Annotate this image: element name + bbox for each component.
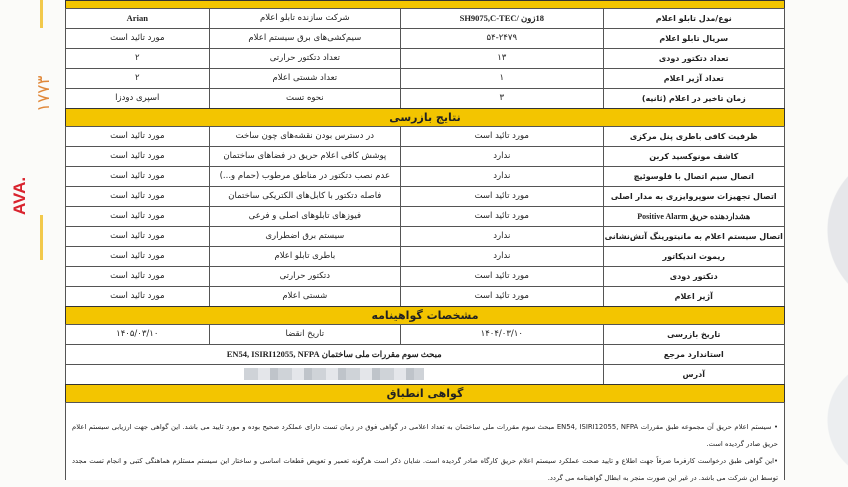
row-value: مورد تائید است <box>400 207 602 226</box>
row-label-2: پوشش کافی اعلام حریق در فضاهای ساختمان <box>208 147 400 166</box>
row-value: ۱۳ <box>400 49 602 68</box>
inspection-date-label: تاریخ بازرسی <box>602 325 785 344</box>
row-value: مورد تائید است <box>400 187 602 206</box>
address-value <box>66 365 603 384</box>
row-label-2: نحوه تست <box>208 89 400 108</box>
compliance-text: • سیستم اعلام حریق آن مجموعه طبق مقررات … <box>65 402 785 482</box>
section-header-certificate: مشخصات گواهینامه <box>65 306 785 324</box>
row-value-2: مورد تائید است <box>110 231 165 241</box>
row-value-2: مورد تائید است <box>110 211 165 221</box>
row-label: زمان تاخیر در اعلام (ثانیه) <box>602 89 785 108</box>
row-label: ریموت اندیکاتور <box>602 247 785 266</box>
row-label-2: شستی اعلام <box>208 287 400 306</box>
row-value-2: ۲ <box>135 53 140 63</box>
inspection-table: ظرفیت کافی باطری پنل مرکزی مورد تائید است… <box>65 126 785 306</box>
row-label-2: فاصله دتکتور با کابل‌های الکتریکی ساختما… <box>208 187 400 206</box>
table-row: اتصال سیستم اعلام به مانیتورینگ آتش‌نشان… <box>65 226 785 246</box>
standard-value: مبحث سوم مقررات ملی ساختمان EN54, ISIRI1… <box>226 349 442 359</box>
table-row: اتصال سیم اتصال با فلوسوئیچ ندارد عدم نصب … <box>65 166 785 186</box>
row-label-2: باطری تابلو اعلام <box>208 247 400 266</box>
row-label: اتصال تجهیزات سوپروایزری به مدار اصلی <box>602 187 785 206</box>
table-row: تاریخ بازرسی ۱۴۰۴/۰۳/۱۰ تاریخ انقضا ۱۴۰۵… <box>65 324 785 344</box>
row-label-2: فیوزهای تابلوهای اصلی و فرعی <box>208 207 400 226</box>
row-value: مورد تائید است <box>400 127 602 146</box>
registration-prefix: AVA. <box>10 176 29 215</box>
system-info-table: نوع/مدل تابلو اعلام 18زون /SH9075,C-TEC شر… <box>65 8 785 108</box>
row-value-2: مورد تائید است <box>110 131 165 141</box>
row-label-2: شرکت سازنده تابلو اعلام <box>208 9 400 28</box>
table-row: کاشف مونوکسید کربن ندارد پوشش کافی اعلام ح… <box>65 146 785 166</box>
expiry-date: ۱۴۰۵/۰۳/۱۰ <box>116 329 159 339</box>
table-row: ظرفیت کافی باطری پنل مرکزی مورد تائید است… <box>65 126 785 146</box>
row-value: مورد تائید است <box>400 267 602 286</box>
row-label-2: سیستم برق اضطراری <box>208 227 400 246</box>
row-label: هشداردهنده حریق Positive Alarm <box>602 207 785 226</box>
row-label: تعداد آژیر اعلام <box>602 69 785 88</box>
margin-divider <box>40 215 43 260</box>
row-value: ۳ <box>400 89 602 108</box>
row-label: تعداد دتکتور دودی <box>602 49 785 68</box>
row-value: ندارد <box>400 227 602 246</box>
table-row: آدرس <box>65 364 785 384</box>
row-value: ندارد <box>400 147 602 166</box>
table-row: نوع/مدل تابلو اعلام 18زون /SH9075,C-TEC شر… <box>65 8 785 28</box>
row-value-2: مورد تائید است <box>110 271 165 281</box>
row-value: 18زون /SH9075,C-TEC <box>400 9 602 28</box>
section-header-inspection: نتایج بازرسی <box>65 108 785 126</box>
row-label: اتصال سیم اتصال با فلوسوئیچ <box>602 167 785 186</box>
table-row: دتکتور دودی مورد تائید است دتکتور حرارتی مو… <box>65 266 785 286</box>
redacted-address <box>244 367 425 380</box>
row-label: سریال تابلو اعلام <box>602 29 785 48</box>
row-label-2: دتکتور حرارتی <box>208 267 400 286</box>
row-label-2: تعداد شستی اعلام <box>208 69 400 88</box>
row-value-2: اسپری دودزا <box>115 93 160 103</box>
table-row: سریال تابلو اعلام ۵۴-۲۴۷۹ سیم‌کشی‌های برق … <box>65 28 785 48</box>
row-value: ندارد <box>400 247 602 266</box>
row-value-2: ۲ <box>135 73 140 83</box>
compliance-paragraph: •این گواهی طبق درخواست کارفرما صرفاً جهت… <box>72 457 778 482</box>
row-label-2: در دسترس بودن نقشه‌های چون ساخت <box>208 127 400 146</box>
row-label-2: عدم نصب دتکتور در مناطق مرطوب (حمام و...… <box>208 167 400 186</box>
margin-divider <box>40 0 43 28</box>
compliance-paragraph: • سیستم اعلام حریق آن مجموعه طبق مقررات … <box>72 423 779 448</box>
inspection-date: ۱۴۰۴/۰۳/۱۰ <box>400 325 602 344</box>
row-label: نوع/مدل تابلو اعلام <box>602 9 785 28</box>
row-value-2: مورد تائید است <box>110 171 165 181</box>
row-label: دتکتور دودی <box>602 267 785 286</box>
table-row: زمان تاخیر در اعلام (ثانیه) ۳ نحوه تست اسپر… <box>65 88 785 108</box>
row-label-2: تعداد دتکتور حرارتی <box>208 49 400 68</box>
row-label: کاشف مونوکسید کربن <box>602 147 785 166</box>
row-label: ظرفیت کافی باطری پنل مرکزی <box>602 127 785 146</box>
table-row: استاندارد مرجع مبحث سوم مقررات ملی ساختم… <box>65 344 785 364</box>
row-value: ۱ <box>400 69 602 88</box>
row-value-2: Arian <box>126 13 148 23</box>
row-value-2: مورد تائید است <box>110 33 165 43</box>
row-value-2: مورد تائید است <box>110 151 165 161</box>
row-label: آژیر اعلام <box>602 287 785 306</box>
table-row: ریموت اندیکاتور ندارد باطری تابلو اعلام مور… <box>65 246 785 266</box>
row-value: ۵۴-۲۴۷۹ <box>400 29 602 48</box>
certificate-document: نوع/مدل تابلو اعلام 18زون /SH9075,C-TEC شر… <box>65 0 785 482</box>
table-row: اتصال تجهیزات سوپروایزری به مدار اصلی مور… <box>65 186 785 206</box>
table-row: هشداردهنده حریق Positive Alarm مورد تائید… <box>65 206 785 226</box>
row-value-2: مورد تائید است <box>110 251 165 261</box>
expiry-label: تاریخ انقضا <box>208 325 400 344</box>
row-value-2: مورد تائید است <box>110 291 165 301</box>
registration-number: ۱۷۷۳ <box>34 75 54 112</box>
standard-label: استاندارد مرجع <box>602 345 785 364</box>
table-row: تعداد آژیر اعلام ۱ تعداد شستی اعلام ۲ <box>65 68 785 88</box>
row-label-2: سیم‌کشی‌های برق سیستم اعلام <box>208 29 400 48</box>
address-label: آدرس <box>602 365 785 384</box>
row-value: ندارد <box>400 167 602 186</box>
section-header-compliance: گواهی انطباق <box>65 384 785 402</box>
table-row: تعداد دتکتور دودی ۱۳ تعداد دتکتور حرارتی ۲ <box>65 48 785 68</box>
row-label: اتصال سیستم اعلام به مانیتورینگ آتش‌نشان… <box>602 227 785 246</box>
section-header-system <box>65 0 785 8</box>
row-value: مورد تائید است <box>400 287 602 306</box>
row-value-2: مورد تائید است <box>110 191 165 201</box>
table-row: آژیر اعلام مورد تائید است شستی اعلام مورد ت… <box>65 286 785 306</box>
